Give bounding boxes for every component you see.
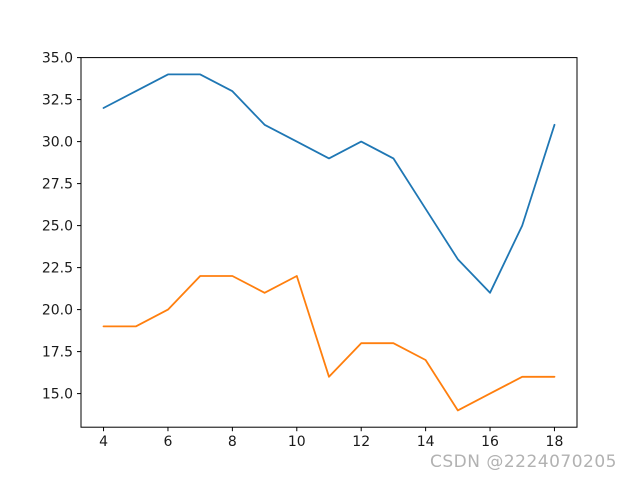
y-tick-label: 35.0	[42, 51, 73, 67]
y-tick-label: 17.5	[42, 345, 73, 361]
x-tick-label: 6	[164, 434, 173, 450]
x-tick-label: 10	[288, 434, 306, 450]
y-tick-label: 22.5	[42, 261, 73, 277]
y-tick-label: 30.0	[42, 135, 73, 151]
y-tick-label: 27.5	[42, 177, 73, 193]
series-orange-line	[102, 275, 556, 412]
x-tick-label: 12	[352, 434, 370, 450]
watermark: CSDN @2224070205	[429, 452, 617, 472]
x-tick-label: 8	[228, 434, 237, 450]
x-tick-label: 4	[99, 434, 108, 450]
y-tick-label: 20.0	[42, 303, 73, 319]
series-blue-line	[102, 73, 556, 294]
y-tick-label: 15.0	[42, 387, 73, 403]
y-tick-label: 32.5	[42, 93, 73, 109]
x-tick-label: 14	[417, 434, 435, 450]
y-tick-label: 25.0	[42, 219, 73, 235]
x-tick-label: 16	[481, 434, 499, 450]
x-tick-label: 18	[546, 434, 564, 450]
plot-area	[80, 57, 578, 428]
